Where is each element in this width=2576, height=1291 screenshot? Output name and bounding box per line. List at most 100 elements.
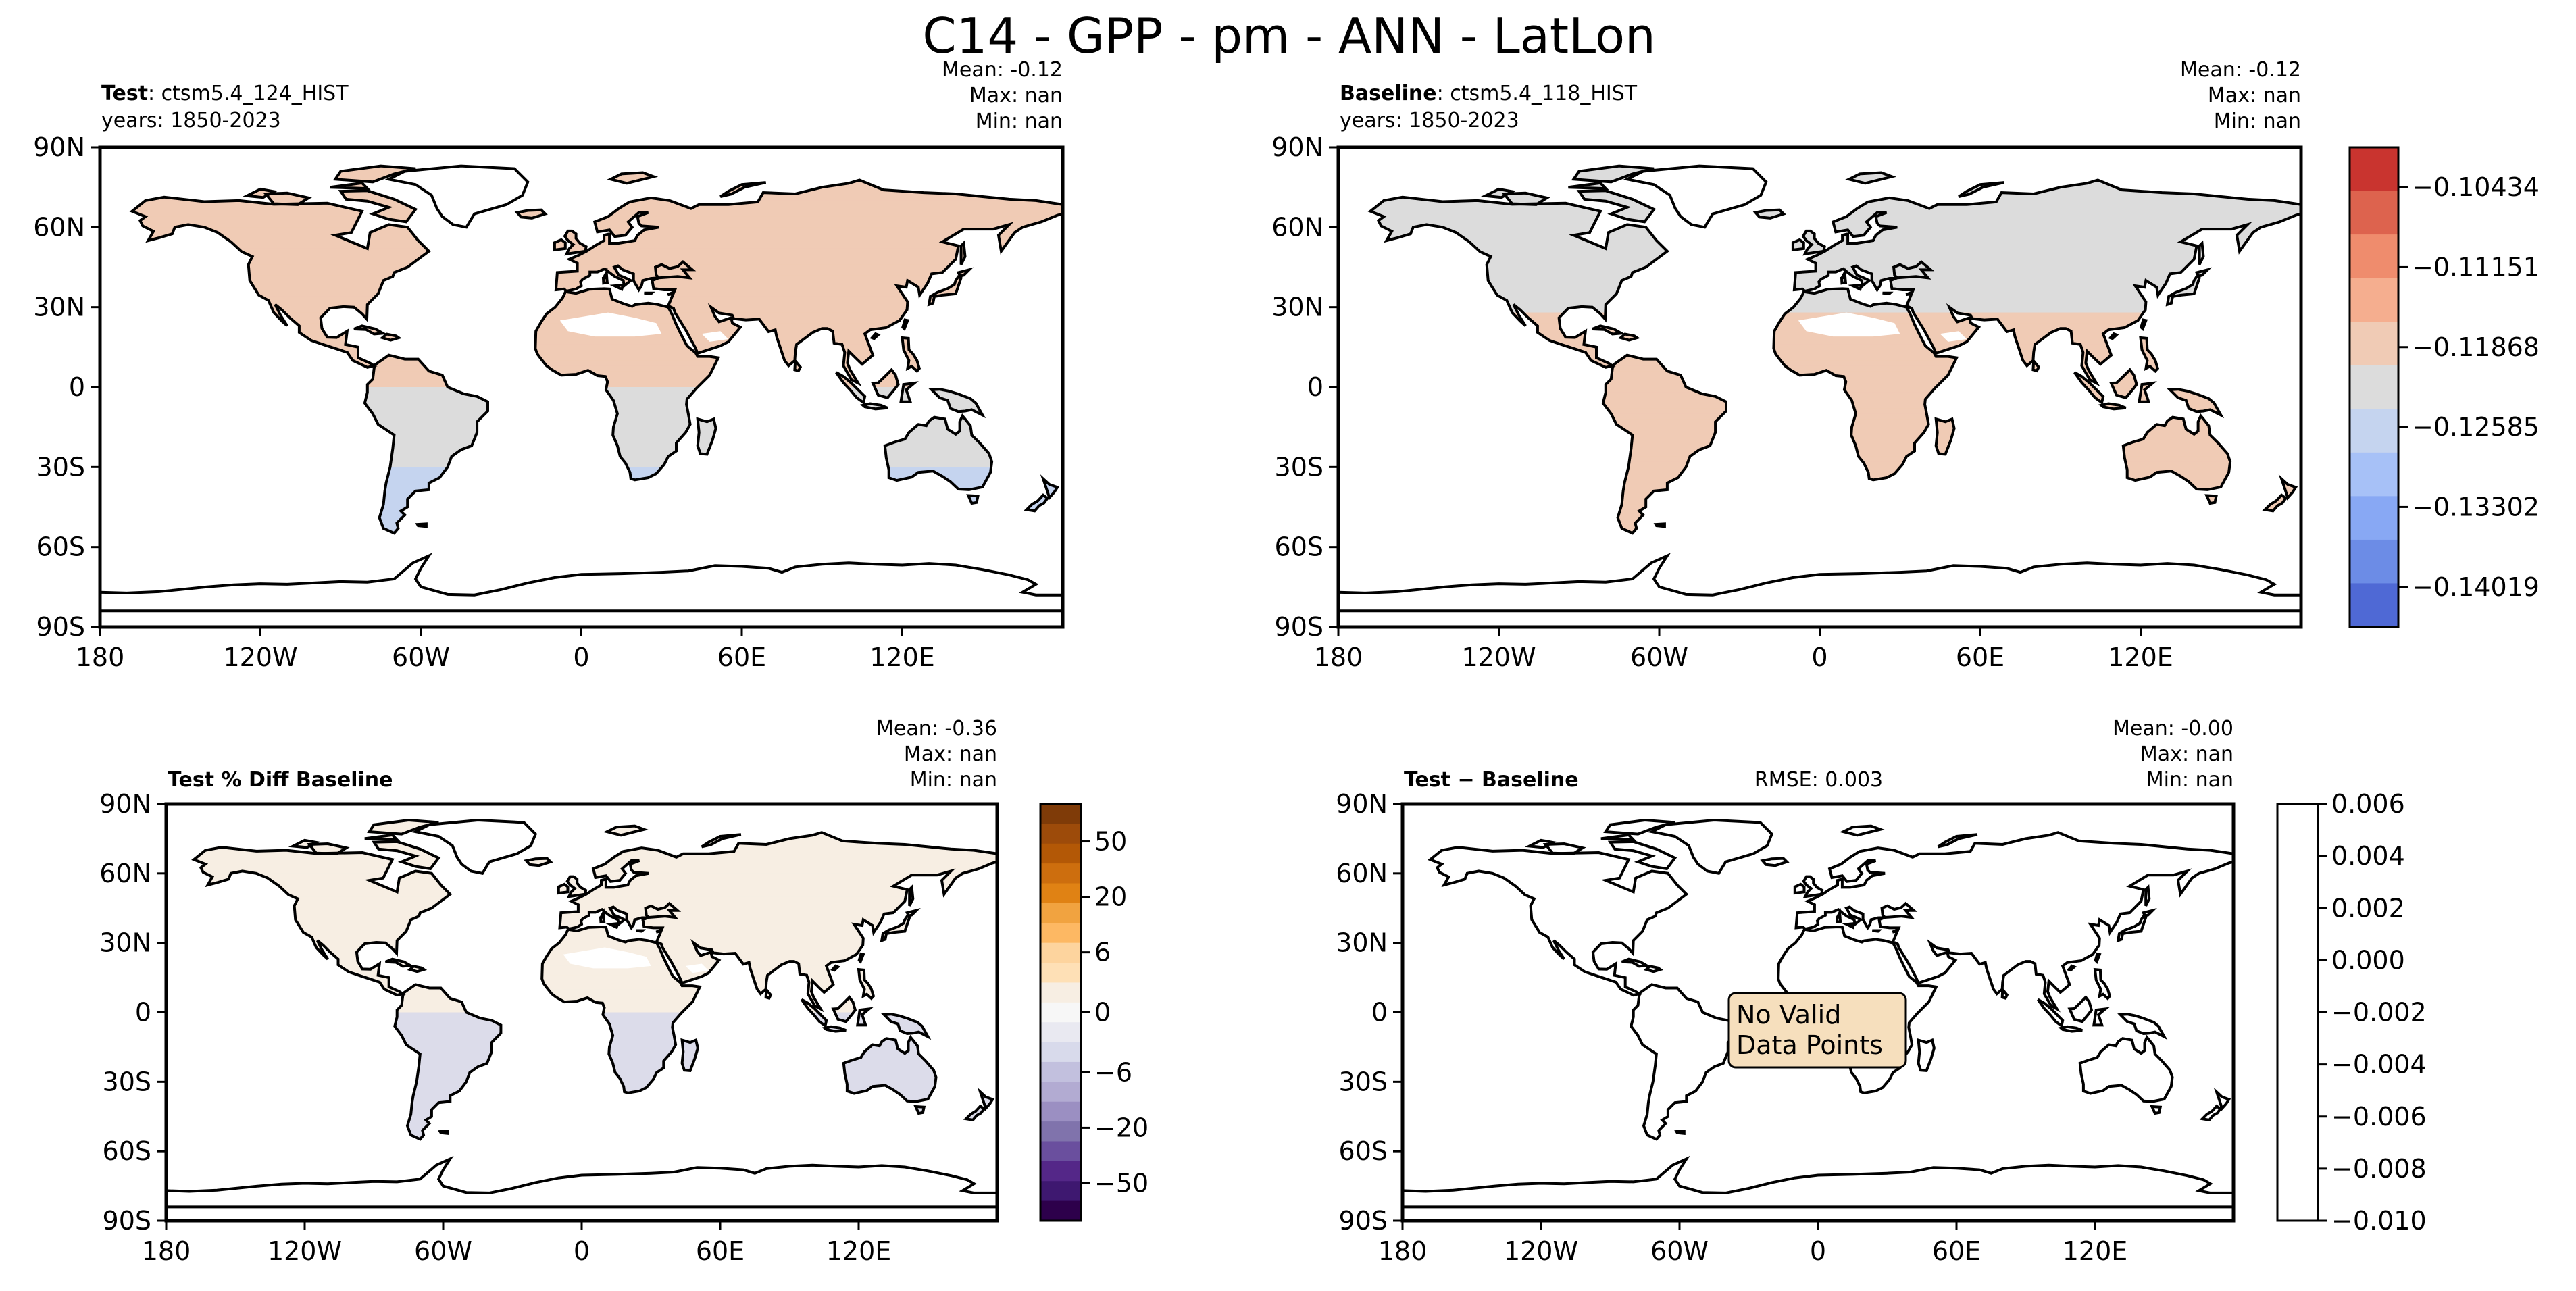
test-band xyxy=(132,440,1063,447)
baseline-band xyxy=(1370,478,2301,484)
coastline-antarctica xyxy=(1403,1155,2233,1209)
coastline-sakhalin xyxy=(959,240,967,265)
coastline-sri_lanka xyxy=(2031,357,2041,373)
pct-diff-band xyxy=(194,864,997,869)
baseline-band xyxy=(1338,158,2301,163)
lon-tick-label: 120E xyxy=(826,1236,892,1266)
coastline-svalbard xyxy=(607,171,659,185)
baseline-band xyxy=(1370,504,2301,511)
baseline-band xyxy=(1370,403,2301,409)
baseline-band xyxy=(1370,184,2301,191)
baseline-band xyxy=(1370,451,2301,457)
coastline-svalbard xyxy=(1839,824,1886,837)
baseline-band xyxy=(1370,445,2301,452)
baseline-band xyxy=(1338,616,2301,622)
coastline-new_zealand_n xyxy=(977,1087,995,1111)
coastline-sulawesi xyxy=(2092,1007,2110,1027)
coastline-hainan xyxy=(2108,332,2119,340)
coastline-antarctica xyxy=(1338,553,2301,613)
coastline-new_guinea xyxy=(881,1013,932,1040)
coastline-hainan xyxy=(2067,964,2077,972)
test-band xyxy=(132,243,1063,249)
coastline-madagascar xyxy=(696,417,717,456)
coastline-java xyxy=(822,1025,847,1033)
coastline-eurasia xyxy=(558,831,997,1013)
lat-tick-label: 30S xyxy=(1339,1067,1388,1096)
pct-diff-band xyxy=(166,809,997,813)
pct-diff-band xyxy=(194,929,997,934)
coastline-british_isles xyxy=(565,875,588,898)
test-band xyxy=(132,461,1063,467)
test-band xyxy=(132,349,1063,356)
baseline-band xyxy=(1338,153,2301,158)
no-valid-data-box: No Valid Data Points xyxy=(1727,992,1907,1069)
pct-diff-band xyxy=(194,1049,997,1055)
coastline-sakhalin xyxy=(908,884,915,907)
colorbar-segment xyxy=(2350,583,2398,628)
coastline-ellesmere xyxy=(1571,164,1655,184)
lon-tick-label: 120W xyxy=(268,1236,342,1266)
coastline-new_zealand_n xyxy=(2213,1087,2231,1111)
pct-diff-band xyxy=(194,1017,997,1022)
colorbar-segment xyxy=(1040,883,1081,904)
test-band xyxy=(132,232,1063,238)
lat-tick-label: 30N xyxy=(33,293,85,322)
coastline-eurasia xyxy=(1792,178,2301,387)
pct-diff-band xyxy=(194,1132,997,1138)
coastline-eurasia xyxy=(554,178,1063,387)
colorbar-tick-label: −0.12585 xyxy=(2412,412,2540,442)
test-band xyxy=(132,499,1063,505)
lat-tick-label: 30N xyxy=(99,928,151,958)
coastline-japan xyxy=(927,267,974,307)
colorbar-frame xyxy=(2276,803,2319,1222)
baseline-band xyxy=(1338,590,2301,595)
test-band xyxy=(132,365,1063,372)
coastline-madagascar xyxy=(680,1038,699,1073)
lat-tick-label: 30S xyxy=(36,452,85,482)
coastline-java xyxy=(2058,1025,2083,1033)
panel-diff: Test − Baseline RMSE: 0.003 Mean: -0.00 … xyxy=(1336,717,2236,1266)
test-band xyxy=(132,483,1063,489)
test-missing-data xyxy=(559,312,662,337)
colorbar-segment xyxy=(1040,804,1081,824)
pct-diff-missing-data xyxy=(563,947,651,969)
colorbar-segment xyxy=(2350,322,2398,366)
coastline-victoria xyxy=(263,191,313,206)
colorbar-segment xyxy=(1040,942,1081,963)
coastline-south_america xyxy=(363,353,489,535)
coastline-cyprus xyxy=(1892,928,1899,934)
coastline-cuba xyxy=(353,324,388,336)
coastline-iceland xyxy=(1752,208,1786,220)
lat-tick-label: 60N xyxy=(1336,859,1388,888)
pct-diff-band xyxy=(166,1161,997,1165)
lat-tick-label: 60S xyxy=(1339,1136,1388,1166)
baseline-band xyxy=(1370,440,2301,447)
pct-diff-band xyxy=(194,1114,997,1119)
baseline-band xyxy=(1370,339,2301,345)
baseline-band xyxy=(1370,387,2301,393)
baseline-max: Max: nan xyxy=(2208,84,2301,107)
lon-tick-label: 60W xyxy=(414,1236,472,1266)
lat-tick-label: 90N xyxy=(1271,132,1323,162)
coastline-ellesmere xyxy=(367,818,439,836)
coastline-australia xyxy=(842,1034,938,1103)
pct-diff-land-fill xyxy=(166,809,997,1165)
pct-diff-band xyxy=(194,989,997,994)
colorbar-tick-label: −6 xyxy=(1094,1057,1132,1087)
baseline-band xyxy=(1370,227,2301,233)
coastline-sakhalin xyxy=(2198,240,2205,265)
coastline-cyprus xyxy=(667,290,675,297)
baseline-band xyxy=(1370,270,2301,276)
coastline-new_zealand_s xyxy=(963,1104,986,1122)
test-band xyxy=(132,493,1063,500)
baseline-band xyxy=(1338,557,2301,563)
test-band xyxy=(132,291,1063,297)
coastline-borneo xyxy=(831,995,857,1023)
coastline-sri_lanka xyxy=(2000,986,2009,1000)
baseline-band xyxy=(1370,392,2301,399)
coastline-cuba xyxy=(1592,324,1626,336)
coastline-crete xyxy=(1882,291,1894,295)
lon-tick-label: 120W xyxy=(1461,642,1536,672)
diff-label: Test − Baseline xyxy=(1404,768,1579,792)
